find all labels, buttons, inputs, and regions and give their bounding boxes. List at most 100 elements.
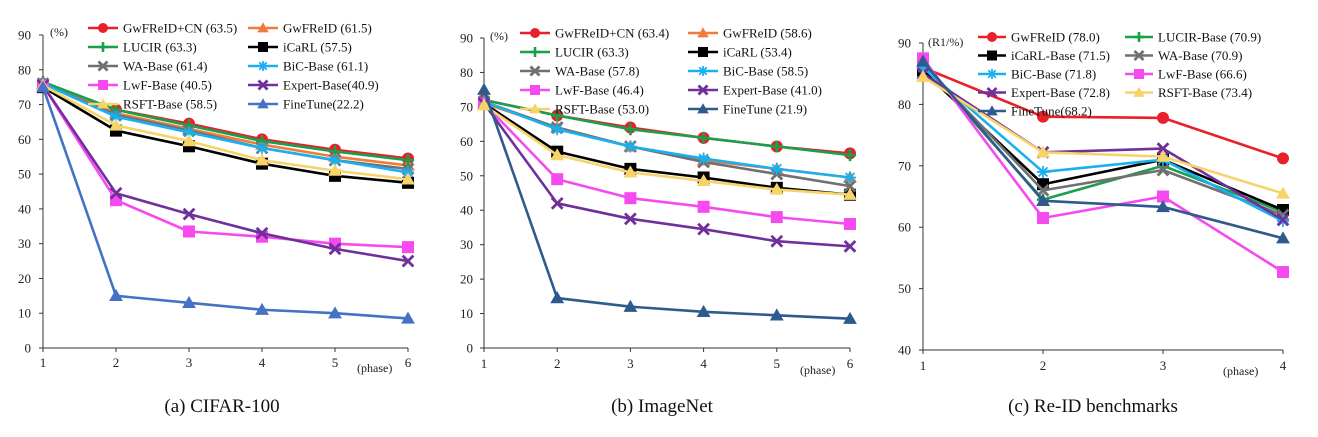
data-point-rsft-base: [696, 174, 711, 187]
data-point-expert-base: [697, 222, 710, 236]
series-line-lwf-base: [41, 84, 409, 249]
data-point-rsft-base: [109, 118, 123, 131]
data-point-lwf-base: [1037, 211, 1049, 224]
legend-item-icarl-base: iCaRL-Base (71.5): [978, 48, 1110, 63]
legend-label: RSFT-Base (53.0): [555, 102, 649, 117]
legend-item-icarl: iCaRL (57.5): [248, 40, 352, 55]
data-point-expert-base: [770, 234, 784, 248]
series-lwf-base: [478, 97, 856, 230]
data-point-lucir: [770, 140, 783, 153]
legend-swatch-marker: [97, 60, 109, 72]
legend-label: GwFReID (58.6): [723, 26, 812, 41]
data-point-lucir: [551, 109, 564, 122]
series-rsft-base: [36, 78, 415, 185]
data-point-finetune: [1276, 231, 1290, 244]
legend-item-rsft-base: RSFT-Base (58.5): [88, 97, 217, 112]
legend-item-gwfreid: GwFReID (58.6): [688, 26, 812, 41]
legend-label: WA-Base (57.8): [555, 64, 639, 79]
y-tick-label: 90: [898, 36, 911, 51]
data-point-rsft-base: [1156, 149, 1170, 162]
chart-caption: (b) ImageNet: [611, 396, 714, 417]
chart-caption: (a) CIFAR-100: [164, 396, 279, 417]
axes: 0 10 20 30 40 50 60 70 80 90 1 2 3 4 5 6 (%) (phase): [18, 25, 412, 375]
legend-swatch-marker: [1133, 86, 1145, 97]
data-point-bic-base: [917, 61, 929, 74]
data-point-lwf-base: [697, 200, 710, 213]
data-point-rsft-base: [916, 69, 930, 82]
data-point-rsft-base: [477, 98, 491, 111]
data-point-bic-base: [551, 123, 564, 136]
legend-item-icarl: iCaRL (53.4): [688, 45, 792, 60]
legend-label: RSFT-Base (73.4): [1158, 85, 1252, 100]
legend-label: GwFReID+CN (63.4): [555, 26, 669, 41]
series-finetune: [36, 80, 415, 324]
data-point-finetune: [255, 302, 269, 315]
series-line-wa-base: [922, 63, 1284, 217]
data-point-finetune: [401, 311, 415, 324]
x-tick-label: 3: [627, 356, 634, 371]
legend-item-finetune: FineTune (21.9): [688, 102, 807, 117]
data-point-rsft-base: [1276, 186, 1290, 199]
legend-swatch-marker: [98, 23, 108, 33]
series-line-icarl: [483, 102, 851, 197]
data-point-lwf-base: [770, 211, 783, 224]
legend-label: iCaRL (53.4): [723, 45, 792, 60]
legend-swatch-marker: [257, 98, 269, 109]
data-point-lucir: [402, 154, 414, 167]
plot-area: [477, 82, 857, 324]
x-tick-label: 2: [113, 355, 120, 370]
data-point-rsft-base: [1036, 145, 1050, 158]
series-line-finetune: [41, 86, 409, 320]
legend-swatch-marker: [1134, 69, 1144, 79]
legend-label: BiC-Base (61.1): [283, 59, 368, 74]
series-rsft-base: [477, 98, 857, 200]
data-point-finetune: [696, 304, 711, 318]
y-tick-label: 80: [18, 62, 31, 77]
y-tick-label: 10: [18, 306, 31, 321]
legend-label: LwF-Base (66.6): [1158, 67, 1247, 82]
y-tick-label: 0: [467, 341, 474, 356]
y-tick-label: 40: [460, 203, 473, 218]
x-tick-label: 4: [259, 355, 266, 370]
data-point-bic-base: [770, 162, 783, 175]
legend-item-gwfreid: GwFReID (78.0): [978, 30, 1100, 45]
legend-label: Expert-Base (72.8): [1011, 85, 1110, 100]
data-point-expert-base: [109, 186, 123, 200]
data-point-bic-base: [844, 171, 856, 184]
x-tick-label: 2: [554, 356, 561, 371]
data-point-lwf-base: [624, 192, 637, 205]
data-point-gwfreid: [1037, 110, 1049, 123]
legend-label: FineTune(68.2): [1011, 104, 1092, 119]
chart-caption: (c) Re-ID benchmarks: [1008, 396, 1178, 417]
legend-label: GwFReID (78.0): [1011, 30, 1100, 45]
data-point-finetune: [916, 54, 930, 67]
x-axis-unit: (phase): [1223, 364, 1258, 378]
legend-item-wa-base: WA-Base (57.8): [520, 64, 639, 79]
y-tick-label: 50: [898, 281, 911, 296]
x-tick-label: 6: [847, 356, 854, 371]
series-finetune: [477, 82, 857, 324]
series-line-expert-base: [482, 102, 851, 248]
x-tick-label: 3: [1160, 358, 1167, 373]
legend-swatch-marker: [257, 22, 269, 33]
data-point-finetune: [623, 299, 638, 312]
y-tick-label: 30: [18, 236, 31, 251]
x-tick-label: 1: [40, 355, 47, 370]
series-line-bic-base: [483, 100, 851, 179]
data-point-gwfreid: [1277, 152, 1289, 165]
chart-imagenet: 0 10 20 30 40 50 60 70 80 90 1 2 3 4 5 6 (%) (phase) GwFRe…: [460, 26, 857, 417]
data-point-bic-base: [329, 154, 341, 167]
series-line-expert-base: [41, 84, 409, 263]
y-tick-label: 20: [460, 272, 473, 287]
y-tick-label: 20: [18, 271, 31, 286]
series-rsft-base: [916, 69, 1290, 199]
legend-swatch-marker: [97, 98, 109, 109]
legend-swatch-marker: [697, 84, 709, 96]
x-tick-label: 2: [1040, 358, 1047, 373]
series-finetune: [916, 54, 1290, 244]
x-tick-label: 3: [186, 355, 193, 370]
data-point-wa-base: [1036, 183, 1050, 197]
data-point-expert-base: [401, 254, 415, 268]
data-point-expert-base: [550, 196, 564, 210]
y-tick-label: 50: [460, 168, 473, 183]
